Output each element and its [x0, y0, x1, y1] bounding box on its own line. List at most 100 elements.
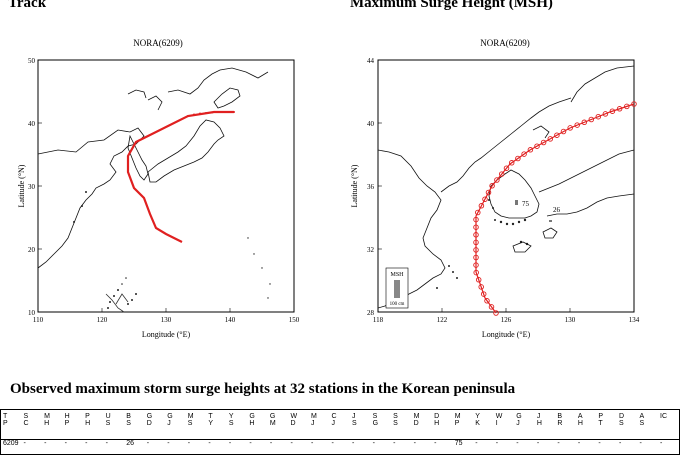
table-cell: - — [370, 439, 392, 449]
track-map-yticks: 50 40 30 20 10 — [28, 57, 36, 317]
station-header-char: H — [85, 420, 91, 427]
station-header-char: D — [434, 413, 440, 420]
msh-track-marker — [609, 108, 616, 114]
station-header-char: J — [167, 420, 171, 427]
msh-track-marker — [527, 147, 534, 153]
table-cell: - — [185, 439, 207, 449]
station-header-char: S — [393, 413, 398, 420]
msh-track-marker — [503, 165, 510, 171]
msh-map-yticks: 44 40 36 32 28 — [367, 57, 375, 317]
station-header-char: S — [23, 413, 29, 420]
station-header-char: S — [352, 420, 357, 427]
track-map-xlabel: Longitude (°E) — [142, 330, 191, 339]
msh-map-coastline — [377, 65, 635, 309]
station-header-char: Y — [208, 420, 213, 427]
msh-track-marker — [602, 111, 609, 117]
station-header-char: S — [639, 420, 645, 427]
station-header-char: Y — [228, 413, 234, 420]
station-header-char: G — [516, 413, 522, 420]
track-map-philippines — [105, 293, 129, 313]
msh-track-marker — [480, 291, 487, 297]
table-cell: - — [165, 439, 186, 449]
station-header-char: B — [557, 413, 563, 420]
station-header-char: D — [290, 420, 296, 427]
track-map-coastline — [37, 67, 269, 269]
track-xtick-label: 120 — [97, 316, 108, 324]
table-cell: - — [267, 439, 289, 449]
station-header-char: W — [495, 413, 503, 420]
msh-track-marker — [493, 310, 499, 316]
station-header-char: P — [598, 413, 604, 420]
msh-track-marker — [631, 101, 637, 107]
station-header-char: J — [352, 413, 356, 420]
msh-track-marker — [482, 196, 488, 202]
msh-map-xticks: 118 122 126 130 134 — [373, 316, 640, 324]
track-xtick-label: 140 — [225, 316, 236, 324]
station-header-char: P — [64, 420, 70, 427]
station-header-char: H — [64, 413, 70, 420]
table-cell: - — [103, 439, 125, 449]
msh-track-marker — [581, 119, 588, 126]
table-cell: - — [514, 439, 535, 449]
station-header-char: R — [557, 420, 563, 427]
msh-ytick-label: 28 — [367, 309, 375, 317]
station-header-char: J — [331, 420, 336, 427]
typhoon-track-markers — [187, 111, 235, 117]
station-header-char: G — [269, 413, 276, 420]
track-map-frame — [37, 59, 295, 313]
msh-bar-mp — [515, 200, 518, 205]
station-header-cell: IC — [658, 410, 679, 440]
msh-track-marker — [554, 132, 560, 138]
station-header-char: S — [228, 420, 234, 427]
msh-map: NORA(6209) 75 26 MSH 100 cm — [350, 38, 640, 339]
msh-track-marker — [484, 298, 490, 304]
msh-legend: MSH 100 cm — [385, 267, 409, 309]
station-header-char: S — [393, 420, 398, 427]
station-header-char: P — [454, 420, 460, 427]
table-cell: - — [206, 439, 227, 449]
station-header-char: J — [516, 420, 520, 427]
station-header-char: T — [598, 420, 603, 427]
table-row: 6209- - - - -26- - - - - - - - - - - - - - -75- - - - - - - - - - — [1, 439, 679, 449]
table-cell: - — [62, 439, 84, 449]
msh-track-marker — [478, 284, 484, 290]
table-cell: - — [350, 439, 371, 449]
track-ytick-label: 40 — [28, 120, 36, 128]
station-header-char: M — [44, 413, 50, 420]
station-header-char: P — [85, 413, 90, 420]
msh-ytick-label: 40 — [367, 120, 375, 128]
station-header-char: H — [577, 420, 583, 427]
table-cell: - — [534, 439, 556, 449]
track-xtick-label: 110 — [33, 316, 44, 324]
station-header-char: B — [126, 413, 131, 420]
msh-track-marker — [475, 209, 481, 216]
station-header-char: C — [331, 413, 337, 420]
table-cell: - — [596, 439, 617, 449]
msh-track-marker — [574, 122, 580, 128]
msh-legend-bar — [394, 280, 400, 298]
msh-track-marker — [488, 304, 495, 310]
msh-map-frame — [377, 59, 635, 313]
table-cell: - — [473, 439, 494, 449]
